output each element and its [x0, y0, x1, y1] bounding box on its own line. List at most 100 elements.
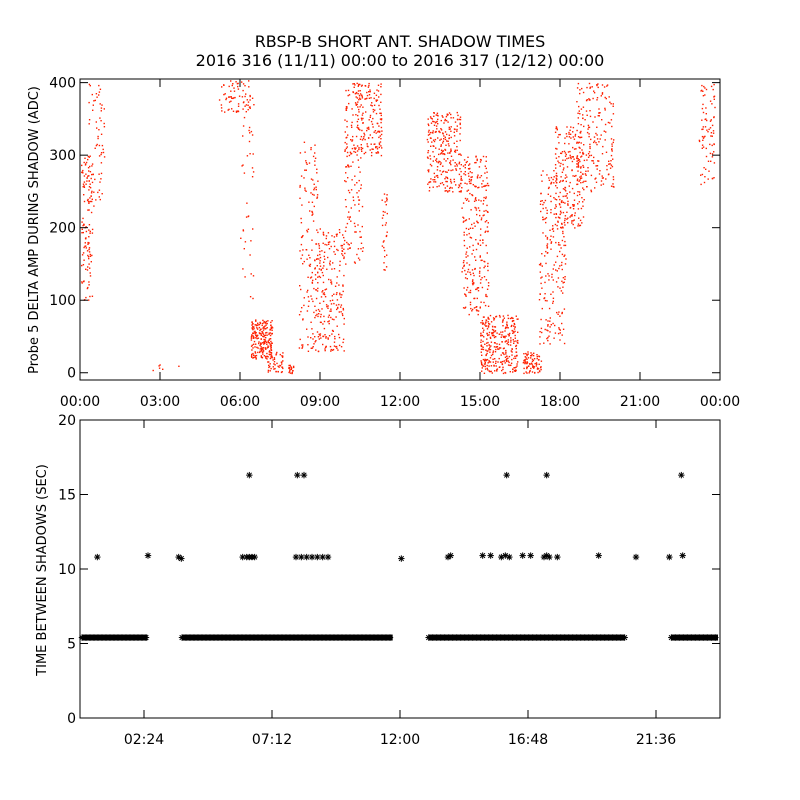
- top-data-point: [307, 289, 309, 292]
- top-data-point: [347, 243, 349, 245]
- top-data-point: [385, 234, 388, 237]
- top-data-point: [316, 313, 318, 316]
- top-data-point: [465, 273, 467, 275]
- top-data-point: [433, 181, 435, 183]
- top-xtick-label: 18:00: [540, 394, 580, 410]
- top-data-point: [97, 137, 99, 140]
- top-data-point: [344, 230, 347, 232]
- top-data-point: [543, 297, 546, 299]
- top-data-point: [358, 179, 360, 182]
- top-data-point: [453, 131, 455, 133]
- top-data-point: [262, 335, 264, 337]
- top-data-point: [358, 259, 361, 261]
- top-data-point: [329, 241, 331, 243]
- top-data-point: [247, 109, 249, 111]
- top-data-point: [380, 83, 382, 85]
- top-data-point: [262, 319, 264, 322]
- top-data-point: [527, 351, 529, 353]
- top-data-point: [324, 296, 327, 298]
- top-data-point: [361, 147, 364, 150]
- top-data-point: [505, 360, 508, 363]
- top-data-point: [495, 346, 497, 348]
- top-data-point: [480, 348, 483, 350]
- top-data-point: [268, 351, 270, 353]
- top-data-point: [558, 242, 560, 244]
- top-data-point: [267, 356, 269, 358]
- top-data-point: [441, 182, 444, 184]
- top-data-point: [268, 333, 270, 336]
- top-data-point: [324, 243, 326, 246]
- top-data-point: [361, 97, 364, 99]
- top-data-point: [268, 361, 270, 363]
- top-data-point: [376, 89, 378, 91]
- top-data-point: [261, 322, 264, 325]
- top-data-point: [318, 338, 320, 340]
- top-data-point: [288, 371, 290, 374]
- top-data-point: [220, 107, 223, 109]
- top-data-point: [480, 351, 482, 353]
- top-data-point: [312, 179, 314, 181]
- top-data-point: [354, 151, 357, 153]
- top-data-point: [713, 116, 715, 118]
- top-data-point: [343, 323, 345, 325]
- top-data-point: [610, 154, 613, 157]
- top-data-point: [87, 158, 89, 161]
- top-data-point: [276, 351, 278, 354]
- top-data-point: [476, 306, 478, 308]
- top-data-point: [251, 334, 253, 336]
- top-data-point: [487, 230, 489, 232]
- top-data-point: [247, 101, 250, 103]
- top-data-point: [578, 146, 580, 149]
- top-data-point: [322, 267, 324, 269]
- top-data-point: [527, 353, 529, 355]
- top-data-point: [516, 318, 518, 320]
- top-data-point: [557, 216, 560, 218]
- top-data-point: [496, 369, 498, 371]
- top-data-point: [536, 354, 538, 356]
- top-data-point: [458, 118, 461, 121]
- top-data-point: [359, 98, 362, 100]
- top-data-point: [320, 321, 322, 324]
- top-data-point: [701, 84, 703, 87]
- top-data-point: [438, 160, 440, 163]
- top-data-point: [463, 239, 465, 242]
- top-data-point: [452, 117, 455, 119]
- bottom-data-point: [130, 634, 138, 641]
- top-data-point: [551, 228, 554, 230]
- top-data-point: [542, 170, 544, 172]
- top-data-point: [432, 132, 434, 134]
- top-data-point: [505, 353, 507, 355]
- top-data-point: [482, 346, 484, 348]
- top-data-point: [556, 255, 559, 258]
- top-data-point: [311, 328, 313, 330]
- top-data-point: [315, 309, 317, 312]
- top-data-point: [324, 289, 326, 291]
- top-data-point: [486, 210, 489, 213]
- top-data-point: [547, 339, 549, 342]
- top-data-point: [355, 96, 357, 98]
- top-data-point: [264, 321, 267, 323]
- top-data-point: [549, 317, 551, 319]
- top-data-point: [612, 183, 614, 185]
- top-data-point: [436, 186, 438, 188]
- top-data-point: [483, 372, 486, 374]
- top-data-point: [228, 108, 230, 111]
- top-data-point: [265, 337, 267, 339]
- top-data-point: [448, 137, 450, 139]
- bottom-data-point: [479, 552, 486, 559]
- top-data-point: [471, 194, 473, 196]
- top-data-point: [598, 141, 600, 143]
- top-data-point: [472, 283, 474, 286]
- top-data-point: [710, 119, 712, 121]
- top-data-point: [379, 141, 382, 143]
- top-data-point: [266, 355, 268, 358]
- top-data-point: [255, 358, 257, 360]
- top-data-point: [244, 276, 246, 278]
- top-data-point: [338, 284, 340, 286]
- top-data-point: [255, 357, 257, 359]
- top-data-point: [328, 314, 330, 316]
- top-data-point: [610, 103, 612, 105]
- top-data-point: [307, 276, 309, 278]
- top-data-point: [98, 129, 100, 131]
- top-data-point: [256, 335, 258, 338]
